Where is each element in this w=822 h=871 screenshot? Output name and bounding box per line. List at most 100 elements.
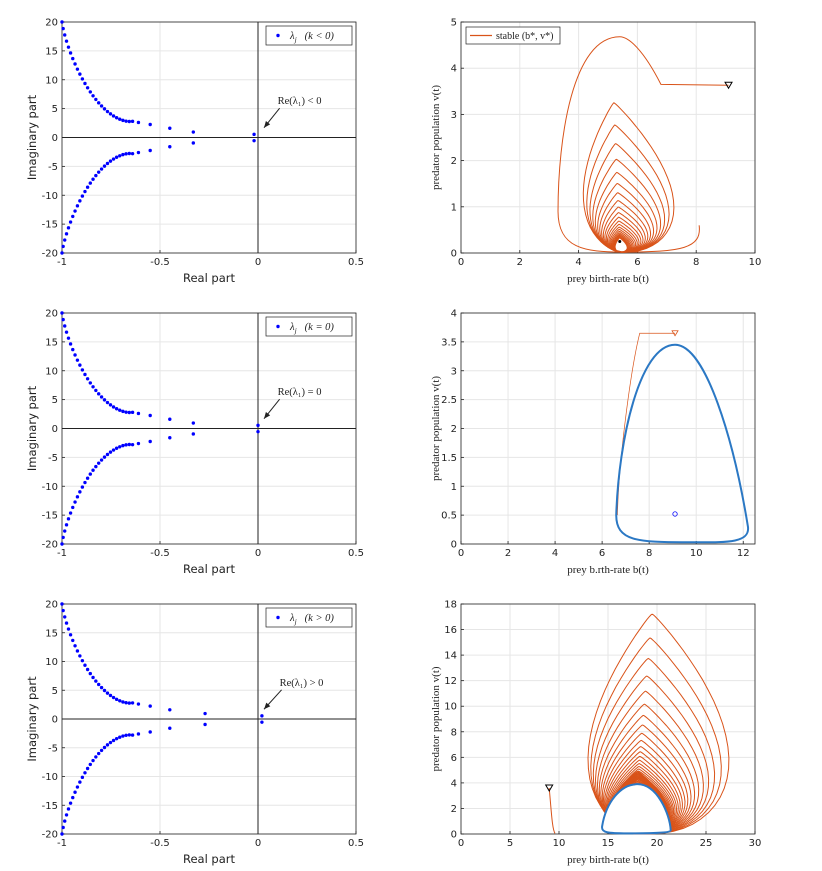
y-tick-label: 14 — [444, 651, 457, 662]
eigenvalue-point — [124, 701, 128, 705]
eigenvalue-point — [64, 330, 69, 334]
y-axis-label: Imaginary part — [25, 94, 39, 180]
x-tick-label: 10 — [690, 548, 703, 559]
eigenvalue-point — [73, 644, 77, 648]
eigenvalue-point — [61, 26, 65, 31]
y-tick-label: 20 — [45, 309, 58, 320]
equilibrium-point — [672, 511, 678, 517]
y-tick-label: 5 — [52, 104, 58, 115]
trajectory-loop — [598, 703, 700, 835]
eigenvalue-point — [130, 733, 135, 737]
eigenvalue-point — [136, 120, 141, 125]
y-tick-label: 0 — [52, 715, 58, 726]
y-tick-label: 0 — [451, 249, 457, 260]
eigenvalue-point — [124, 443, 128, 447]
eigenvalue-point — [168, 726, 172, 730]
eigenvalue-point — [148, 730, 152, 734]
eigenvalue-point — [127, 701, 132, 705]
eigenvalue-point — [73, 62, 77, 66]
y-tick-label: 0 — [52, 133, 58, 144]
x-tick-label: 4 — [552, 548, 558, 559]
eigenvalue-point — [136, 702, 141, 706]
eigenvalue-point — [96, 170, 101, 174]
x-tick-label: 0.5 — [348, 838, 364, 849]
trajectory-loop — [611, 232, 633, 253]
eigenvalue-point — [127, 151, 132, 156]
y-tick-label: 0.5 — [441, 511, 457, 522]
y-tick-label: 6 — [451, 753, 457, 764]
trajectory-loop — [582, 102, 675, 253]
eigenvalue-point — [99, 167, 104, 171]
eigenvalue-point — [91, 177, 95, 181]
eigenvalue-point — [130, 442, 135, 447]
eigenvalue-point — [121, 443, 125, 448]
eigenvalue-point — [88, 381, 92, 385]
eigenvalue-point — [83, 189, 87, 194]
eigenvalue-point — [80, 485, 85, 489]
equilibrium-point — [618, 239, 622, 243]
y-tick-label: 3 — [451, 110, 457, 121]
y-tick-label: 4 — [451, 778, 457, 789]
eigenvalue-point — [148, 704, 152, 708]
eigenvalue-point — [121, 734, 125, 738]
eigenvalue-point — [108, 112, 113, 116]
eigenvalue-point — [71, 347, 75, 352]
trajectory-loop — [597, 182, 655, 253]
eigenvalue-point — [68, 342, 73, 346]
eigenvalue-point — [105, 109, 110, 114]
trajectory-loop — [589, 143, 666, 253]
x-tick-label: 4 — [575, 257, 581, 268]
eigenvalue-point — [60, 602, 64, 606]
plot-frame — [460, 21, 756, 254]
eigenvalue-point — [66, 336, 71, 340]
x-axis-label: Real part — [183, 271, 236, 285]
y-tick-label: 10 — [45, 366, 58, 377]
y-tick-label: -10 — [42, 482, 58, 493]
eigenvalue-point — [66, 627, 71, 631]
eigenvalue-point — [66, 517, 71, 521]
y-tick-label: 2.5 — [441, 395, 457, 406]
eigenvalue-point — [80, 77, 85, 81]
eigenvalue-point — [63, 529, 67, 533]
eigenvalue-point — [80, 775, 85, 780]
legend-box — [265, 607, 353, 628]
trajectory-loop — [596, 690, 704, 835]
eigenvalue-point — [94, 464, 98, 469]
eigenvalue-point — [96, 751, 101, 756]
legend-box — [265, 25, 353, 46]
eigenvalue-point — [63, 238, 67, 242]
x-tick-label: 15 — [602, 838, 615, 849]
eigenvalue-point — [121, 152, 125, 157]
eigen-top-panel: -1 -0.5 0 0.5 -20 -15 -10 -5 0 5 10 15 20 Real part Im… — [25, 18, 364, 286]
x-tick-label: 10 — [553, 838, 566, 849]
eigenvalue-point — [168, 145, 172, 149]
eigenvalue-point — [73, 790, 77, 794]
eigenvalue-point — [63, 615, 67, 619]
annotation-arrow-head — [264, 702, 271, 710]
x-tick-label: 0 — [255, 838, 261, 849]
eigenvalue-point — [108, 403, 113, 407]
eigenvalue-point — [96, 682, 101, 687]
x-tick-label: 0 — [255, 548, 261, 559]
eigenvalue-point — [111, 405, 116, 409]
eigenvalue-point — [85, 377, 90, 381]
eigenvalue-point — [68, 220, 73, 224]
x-tick-label: 10 — [749, 257, 762, 268]
eigen-bottom-panel: -1 -0.5 0 0.5 -20 -15 -10 -5 0 5 10 15 20 Real part Im… — [25, 600, 364, 867]
eigenvalue-point — [99, 685, 104, 690]
eigenvalue-point — [127, 119, 132, 124]
eigenvalue-point — [136, 732, 141, 736]
eigenvalue-point — [136, 441, 141, 446]
x-tick-label: 12 — [737, 548, 750, 559]
trajectory-loop — [590, 637, 722, 835]
y-tick-label: 15 — [45, 628, 58, 639]
eigenvalue-point — [71, 56, 75, 61]
limit-cycle — [615, 343, 749, 544]
y-axis-label: predator population v(t) — [430, 376, 442, 481]
x-axis-label: prey birth-rate b(t) — [567, 273, 649, 285]
eigenvalue-point — [118, 699, 122, 703]
x-tick-label: 5 — [507, 838, 513, 849]
eigenvalue-point — [61, 608, 65, 613]
eigenvalue-point — [78, 490, 82, 494]
x-tick-label: 0.5 — [348, 257, 364, 268]
